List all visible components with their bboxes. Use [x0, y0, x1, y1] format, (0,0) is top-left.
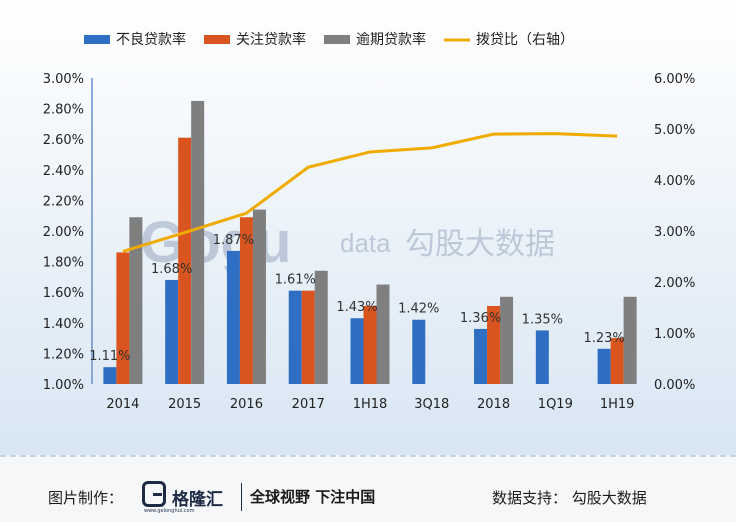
slogan: 全球视野 下注中国 [250, 488, 376, 506]
brand-url: www.gelonghui.com [144, 508, 195, 514]
x-tick-label: 1H19 [600, 397, 635, 412]
legend-swatch [204, 35, 230, 44]
left-tick-label: 1.40% [43, 317, 84, 332]
bar-3 [500, 296, 514, 384]
bar-3 [129, 217, 143, 384]
bar-2 [239, 217, 253, 384]
bar-1 [103, 367, 117, 384]
legend-label: 关注贷款率 [236, 31, 306, 48]
bar-3 [191, 100, 205, 384]
watermark-sub: data [340, 228, 391, 258]
watermark-name: 勾股大数据 [405, 227, 555, 262]
bar-1 [474, 328, 488, 384]
bar-1 [226, 250, 240, 384]
right-tick-label: 3.00% [654, 225, 695, 240]
data-label: 1.68% [151, 262, 192, 277]
credit-label: 图片制作： [48, 489, 124, 507]
legend: 不良贷款率 关注贷款率 逾期贷款率 拨贷比（右轴） [84, 31, 574, 48]
left-tick-label: 2.00% [43, 225, 84, 240]
footer-divider [241, 483, 242, 511]
brand-name: 格隆汇 [172, 490, 223, 510]
bar-3 [252, 209, 266, 384]
bar-2 [610, 338, 624, 384]
bar-2 [487, 305, 501, 384]
bars [103, 100, 637, 384]
line-provision-ratio [122, 132, 618, 253]
bar-3 [623, 296, 637, 384]
x-tick-label: 1H18 [353, 397, 388, 412]
x-tick-label: 2014 [106, 397, 139, 412]
bar-3 [376, 284, 390, 384]
right-tick-label: 6.00% [654, 72, 695, 87]
line-series [122, 132, 618, 253]
left-tick-label: 2.40% [43, 164, 84, 179]
x-tick-label: 3Q18 [414, 397, 449, 412]
footer: 图片制作： 格隆汇 www.gelonghui.com 全球视野 下注中国 数据… [0, 455, 736, 522]
bar-1 [412, 319, 426, 384]
left-tick-label: 2.60% [43, 133, 84, 148]
brand-mark-icon [142, 481, 166, 507]
data-label: 1.36% [460, 311, 501, 326]
bar-1 [597, 348, 611, 384]
x-tick-label: 1Q19 [538, 397, 573, 412]
watermark-logo: Gogu [140, 210, 291, 275]
legend-swatch [324, 35, 350, 44]
left-tick-label: 1.60% [43, 286, 84, 301]
right-tick-label: 1.00% [654, 327, 695, 342]
data-label: 1.11% [89, 349, 130, 364]
right-tick-label: 5.00% [654, 123, 695, 138]
axes: 1.00% 1.20% 1.40% 1.60% 1.80% 2.00% 2.20% 2.40%… [43, 72, 696, 412]
bar-1 [535, 330, 549, 384]
chart-canvas: Gogu data 勾股大数据 不良贷款率 关注贷款率 逾期贷款率 拨贷比（右轴） 1… [0, 0, 736, 455]
right-tick-label: 4.00% [654, 174, 695, 189]
left-tick-label: 1.20% [43, 347, 84, 362]
legend-label: 逾期贷款率 [356, 31, 426, 48]
legend-swatch [84, 35, 110, 44]
right-tick-label: 0.00% [654, 378, 695, 393]
data-label: 1.35% [522, 312, 563, 327]
left-tick-label: 1.00% [43, 378, 84, 393]
bar-2 [301, 290, 315, 384]
x-tick-label: 2016 [230, 397, 263, 412]
bar-1 [165, 279, 179, 384]
data-label: 1.87% [213, 233, 254, 248]
data-label: 1.61% [275, 273, 316, 288]
data-labels: 1.11% 1.68% 1.87% 1.61% 1.43% 1.42% 1.36% 1.35%… [89, 233, 625, 364]
bar-1 [350, 318, 364, 384]
bar-2 [363, 305, 377, 384]
x-tick-label: 2017 [292, 397, 325, 412]
left-tick-label: 3.00% [43, 72, 84, 87]
bar-2 [178, 137, 192, 384]
legend-label: 拨贷比（右轴） [476, 32, 574, 48]
data-label: 1.42% [398, 302, 439, 317]
bar-2 [116, 252, 130, 384]
brand-logo: 格隆汇 www.gelonghui.com [142, 481, 242, 514]
left-tick-label: 2.80% [43, 103, 84, 118]
watermark: Gogu data 勾股大数据 [140, 210, 555, 275]
left-tick-label: 1.80% [43, 256, 84, 271]
data-label: 1.43% [336, 300, 377, 315]
data-source: 数据支持： 勾股大数据 [492, 489, 647, 507]
bar-3 [314, 270, 328, 384]
left-tick-label: 2.20% [43, 194, 84, 209]
bar-1 [288, 290, 302, 384]
data-label: 1.23% [583, 331, 624, 346]
right-tick-label: 2.00% [654, 276, 695, 291]
x-tick-label: 2015 [168, 397, 201, 412]
x-tick-label: 2018 [477, 397, 510, 412]
legend-label: 不良贷款率 [116, 31, 186, 48]
